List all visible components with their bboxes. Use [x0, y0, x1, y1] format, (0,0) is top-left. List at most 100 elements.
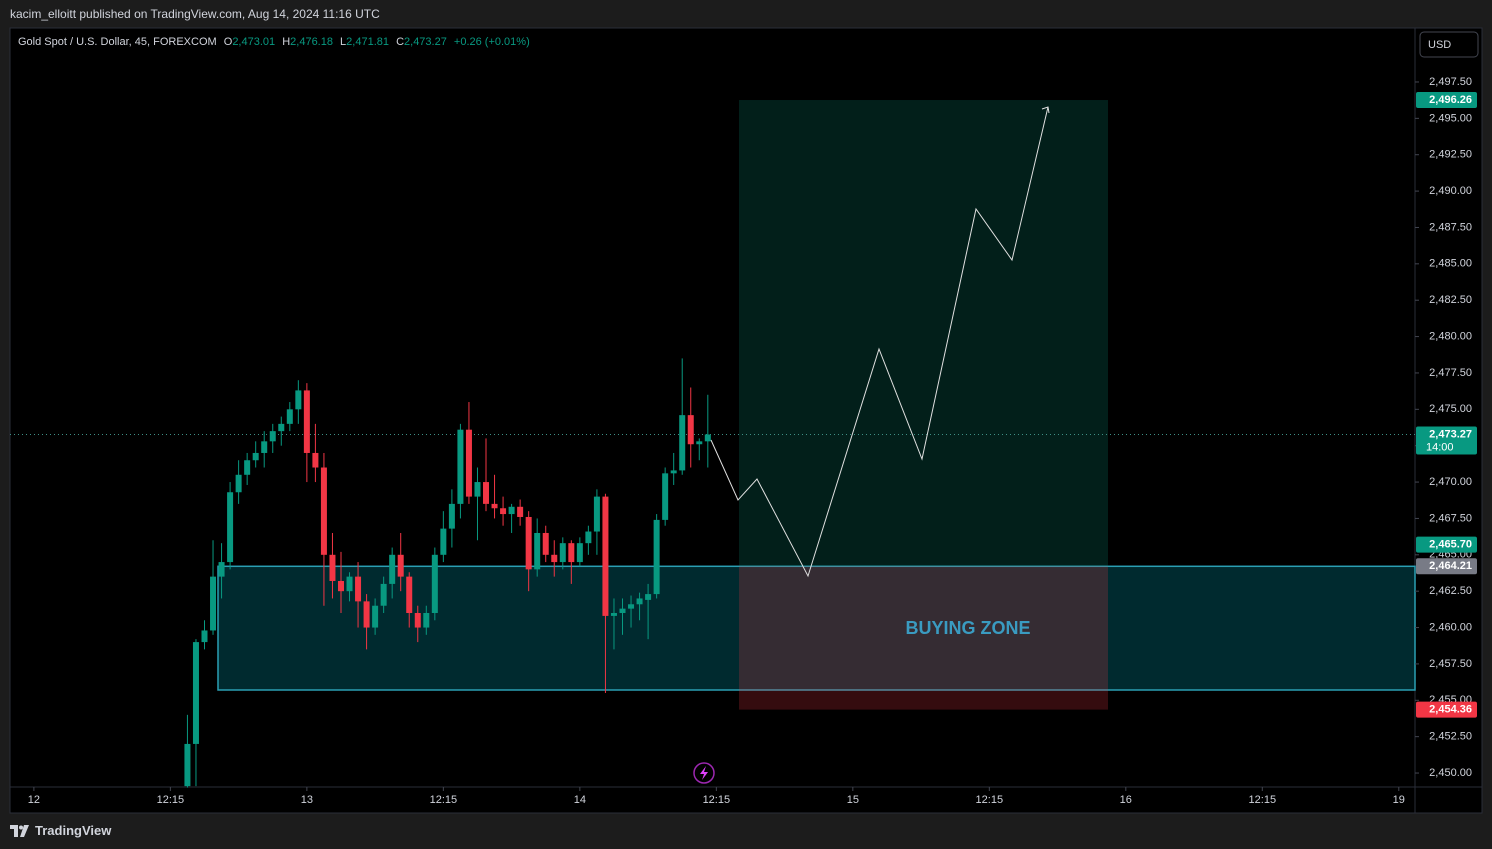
candle-body	[278, 423, 285, 432]
candle-body	[286, 409, 293, 424]
candle-body	[542, 532, 549, 555]
candle-body	[508, 506, 515, 515]
y-tick-label: 2,467.50	[1429, 512, 1472, 524]
candle-body	[457, 429, 464, 504]
candle-body	[431, 554, 438, 613]
candle-body	[670, 470, 677, 474]
candle-body	[662, 473, 669, 520]
price-badge-time: 14:00	[1426, 441, 1454, 453]
candle-body	[525, 516, 532, 570]
loss-area	[739, 566, 1108, 710]
candle-body	[619, 608, 626, 613]
y-tick-label: 2,482.50	[1429, 294, 1472, 306]
event-icon[interactable]	[693, 762, 715, 784]
y-tick-label: 2,487.50	[1429, 221, 1472, 233]
legend-l: L	[340, 36, 346, 48]
candle-body	[235, 474, 242, 493]
legend-o: O	[224, 36, 233, 48]
candle-body	[244, 460, 251, 475]
publisher-line: kacim_elloitt published on TradingView.c…	[10, 7, 380, 21]
buying-zone-label: BUYING ZONE	[905, 618, 1030, 638]
price-badge	[1416, 92, 1477, 109]
candle-body	[636, 598, 643, 605]
candle-body	[534, 532, 541, 570]
candle-body	[593, 496, 600, 532]
candle-body	[414, 612, 421, 628]
candle-body	[337, 580, 344, 592]
candle-body	[628, 604, 635, 609]
candle-body	[576, 543, 583, 563]
candle-body	[303, 390, 310, 453]
y-tick-label: 2,485.00	[1429, 258, 1472, 270]
projection-arrowhead	[1041, 106, 1050, 114]
x-tick-label: 12:15	[976, 794, 1004, 806]
price-badge	[1416, 701, 1477, 718]
candle-body	[295, 390, 302, 410]
candle-body	[568, 543, 575, 563]
x-tick-label: 14	[574, 794, 586, 806]
y-tick-label: 2,495.00	[1429, 112, 1472, 124]
x-tick-label: 13	[301, 794, 313, 806]
candle-body	[320, 467, 327, 555]
candle-body	[602, 496, 609, 616]
candle-body	[218, 562, 225, 577]
event-icon-bolt	[700, 766, 708, 780]
x-tick-label: 19	[1393, 794, 1405, 806]
price-badge-label: 2,473.27	[1429, 428, 1472, 440]
candle-body	[184, 743, 191, 787]
price-badge-label: 2,496.26	[1429, 94, 1472, 106]
y-tick-label: 2,475.00	[1429, 403, 1472, 415]
candle-body	[406, 576, 413, 613]
candle-body	[465, 429, 472, 497]
x-tick-label: 15	[847, 794, 859, 806]
x-tick-label: 12:15	[157, 794, 185, 806]
y-tick-label: 2,470.00	[1429, 476, 1472, 488]
chart-background	[9, 27, 1483, 814]
brand-name: TradingView	[35, 823, 112, 838]
x-tick-label: 12:15	[1249, 794, 1277, 806]
candle-body	[329, 554, 336, 581]
y-tick-label: 2,480.00	[1429, 330, 1472, 342]
brand-logo	[10, 824, 29, 837]
candle-body	[474, 482, 481, 497]
legend: Gold Spot / U.S. Dollar, 45, FOREXCOM O2…	[18, 36, 530, 48]
x-tick-label: 12	[28, 794, 40, 806]
legend-low: 2,471.81	[346, 36, 389, 48]
x-tick-label: 16	[1120, 794, 1132, 806]
y-tick-label: 2,492.50	[1429, 149, 1472, 161]
candle-body	[397, 554, 404, 577]
price-badge	[1416, 558, 1477, 575]
candle-body	[346, 576, 353, 592]
legend-high: 2,476.18	[290, 36, 333, 48]
candle-body	[559, 543, 566, 563]
price-badge	[1416, 536, 1477, 553]
legend-symbol: Gold Spot / U.S. Dollar, 45, FOREXCOM	[18, 36, 217, 48]
y-tick-label: 2,457.50	[1429, 658, 1472, 670]
legend-open: 2,473.01	[232, 36, 275, 48]
candle-body	[687, 415, 694, 445]
candle-body	[645, 594, 652, 600]
candle-body	[440, 528, 447, 555]
candle-body	[201, 630, 208, 643]
candle-body	[355, 576, 362, 602]
legend-close: 2,473.27	[404, 36, 447, 48]
candle-body	[312, 452, 319, 468]
candle-body	[448, 503, 455, 529]
y-tick-label: 2,452.50	[1429, 731, 1472, 743]
x-tick-label: 12:15	[703, 794, 731, 806]
currency-button[interactable]	[1419, 31, 1479, 58]
candle-body	[610, 612, 617, 616]
candle-body	[261, 441, 268, 453]
candle-body	[227, 492, 234, 563]
candle-body	[380, 583, 387, 606]
projection-path	[710, 106, 1049, 578]
candle-body	[210, 576, 217, 631]
candle-body	[269, 431, 276, 442]
candle-body	[551, 554, 558, 563]
candle-body	[192, 642, 199, 744]
price-badge	[1416, 426, 1477, 455]
x-tick-label: 12:15	[430, 794, 458, 806]
candle-body	[389, 554, 396, 584]
candle-body	[696, 441, 703, 445]
